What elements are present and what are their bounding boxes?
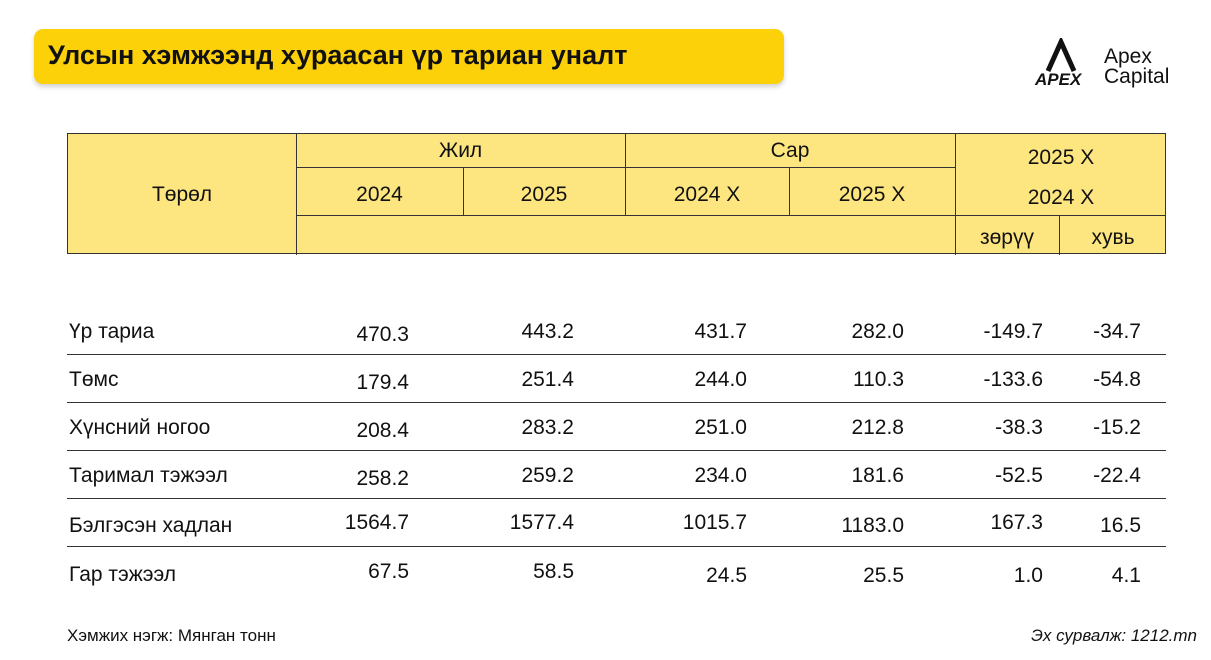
- cell-month-2025: 212.8: [851, 416, 904, 439]
- source-note: Эх сурвалж: 1212.mn: [1031, 626, 1197, 645]
- cell-pct: -54.8: [1093, 368, 1141, 391]
- header-diff: зөрүү: [980, 226, 1034, 249]
- cell-year-2025: 1577.4: [509, 511, 574, 534]
- header-month-2024: 2024 X: [673, 183, 741, 206]
- header-compare-line2: 2024 X: [1027, 186, 1095, 209]
- cell-month-2024: 431.7: [694, 320, 747, 343]
- header-year-group: Жил: [438, 139, 483, 162]
- cell-month-2024: 24.5: [706, 564, 747, 587]
- table-row: Гар тэжээл 67.5 58.5 24.5 25.5 1.0 4.1: [67, 547, 1166, 595]
- cell-diff: -133.6: [983, 368, 1043, 391]
- apex-capital-logo: APEX Apex Capital: [1034, 38, 1194, 90]
- cell-year-2025: 283.2: [521, 416, 574, 439]
- cell-month-2024: 234.0: [694, 464, 747, 487]
- cell-year-2025: 58.5: [533, 560, 574, 583]
- table-row: Үр тариа 470.3 443.2 431.7 282.0 -149.7 …: [67, 307, 1166, 355]
- cell-diff: 1.0: [1013, 564, 1043, 587]
- table-row: Хүнсний ногоо 208.4 283.2 251.0 212.8 -3…: [67, 403, 1166, 451]
- header-pct: хувь: [1091, 226, 1135, 249]
- logo-text-line2: Capital: [1104, 65, 1170, 88]
- cell-pct: -22.4: [1093, 464, 1141, 487]
- cell-month-2025: 25.5: [863, 564, 904, 587]
- row-name: Таримал тэжээл: [69, 464, 228, 487]
- header-type: Төрөл: [151, 183, 213, 206]
- row-name: Гар тэжээл: [69, 563, 176, 586]
- table-row: Бэлгэсэн хадлан 1564.7 1577.4 1015.7 118…: [67, 499, 1166, 547]
- cell-month-2024: 251.0: [694, 416, 747, 439]
- cell-pct: -15.2: [1093, 416, 1141, 439]
- cell-year-2025: 251.4: [521, 368, 574, 391]
- apex-logo-mark-icon: APEX: [1034, 38, 1083, 89]
- unit-note: Хэмжих нэгж: Мянган тонн: [67, 626, 276, 645]
- cell-month-2024: 1015.7: [682, 511, 747, 534]
- cell-year-2024: 1564.7: [344, 511, 409, 534]
- table-header: Төрөл Жил Сар 2024 2025 2024 X 2025 X 20…: [67, 133, 1166, 255]
- table-row: Төмс 179.4 251.4 244.0 110.3 -133.6 -54.…: [67, 355, 1166, 403]
- row-name: Үр тариа: [69, 320, 155, 343]
- header-compare-line1: 2025 X: [1027, 146, 1095, 169]
- page-title: Улсын хэмжээнд хураасан үр тариан уналт: [48, 40, 628, 70]
- cell-diff: 167.3: [990, 511, 1043, 534]
- title-banner: Улсын хэмжээнд хураасан үр тариан уналт: [34, 29, 784, 84]
- cell-month-2025: 110.3: [853, 368, 904, 391]
- cell-diff: -149.7: [983, 320, 1043, 343]
- cell-month-2025: 1183.0: [841, 514, 904, 537]
- row-name: Хүнсний ногоо: [69, 416, 211, 439]
- cell-month-2025: 181.6: [851, 464, 904, 487]
- header-month-group: Сар: [770, 139, 810, 162]
- cell-year-2024: 470.3: [356, 323, 409, 346]
- row-name: Бэлгэсэн хадлан: [69, 514, 233, 537]
- cell-month-2024: 244.0: [694, 368, 747, 391]
- row-name: Төмс: [69, 368, 119, 391]
- cell-year-2024: 179.4: [356, 371, 409, 394]
- table-row: Таримал тэжээл 258.2 259.2 234.0 181.6 -…: [67, 451, 1166, 499]
- cell-pct: 16.5: [1100, 514, 1141, 537]
- logo-text-line1: Apex: [1104, 45, 1152, 68]
- cell-diff: -52.5: [995, 464, 1043, 487]
- header-month-2025: 2025 X: [838, 183, 906, 206]
- cell-pct: -34.7: [1093, 320, 1141, 343]
- cell-month-2025: 282.0: [851, 320, 904, 343]
- cell-diff: -38.3: [995, 416, 1043, 439]
- cell-pct: 4.1: [1111, 564, 1141, 587]
- header-year-2024: 2024: [356, 183, 403, 206]
- cell-year-2024: 258.2: [356, 467, 409, 490]
- cell-year-2024: 208.4: [356, 419, 409, 442]
- cell-year-2025: 443.2: [521, 320, 574, 343]
- header-year-2025: 2025: [520, 183, 568, 206]
- logo-mark-text: APEX: [1034, 70, 1083, 89]
- cell-year-2025: 259.2: [521, 464, 574, 487]
- cell-year-2024: 67.5: [368, 560, 409, 583]
